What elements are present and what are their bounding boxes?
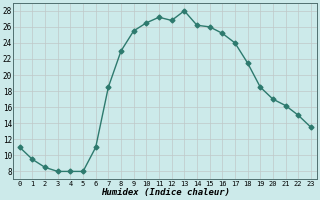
X-axis label: Humidex (Indice chaleur): Humidex (Indice chaleur) — [101, 188, 230, 197]
